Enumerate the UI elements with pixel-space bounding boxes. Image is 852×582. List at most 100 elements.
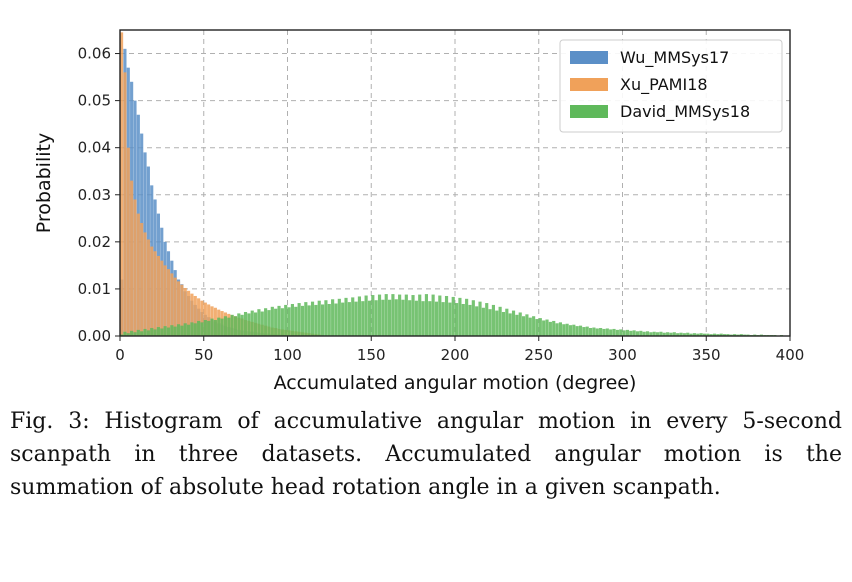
histogram-bar — [404, 294, 408, 336]
histogram-bar — [153, 329, 157, 336]
histogram-bar — [341, 302, 345, 336]
histogram-bar — [176, 281, 181, 336]
histogram-bar — [307, 305, 311, 336]
histogram-bar — [635, 331, 640, 336]
histogram-bar — [351, 297, 355, 336]
histogram-bar — [669, 332, 673, 336]
histogram-bar — [160, 260, 164, 336]
histogram-bar — [344, 297, 348, 336]
histogram-bar — [468, 304, 472, 336]
histogram-bar — [622, 330, 626, 336]
histogram-bar — [347, 302, 351, 336]
histogram-bar — [656, 332, 660, 336]
histogram-bar — [187, 290, 191, 336]
legend-swatch-wu — [570, 51, 608, 64]
histogram-bar — [488, 309, 492, 336]
histogram-bar — [207, 304, 211, 336]
histogram-bar — [662, 332, 666, 336]
y-tick-label: 0.00 — [78, 327, 111, 345]
histogram-bar — [133, 332, 137, 336]
histogram-bar — [558, 322, 562, 336]
histogram-bar — [555, 323, 559, 336]
histogram-bar — [575, 326, 579, 336]
histogram-bar — [595, 328, 599, 336]
figure: 0 50 100 150 200 250 300 350 400 0.00 0.01 0.02 0.03… — [33, 29, 804, 394]
histogram-bar — [300, 305, 305, 336]
histogram-bar — [166, 269, 171, 336]
histogram-bar — [545, 319, 549, 336]
histogram-bar — [233, 316, 238, 336]
histogram-bar — [438, 295, 442, 336]
histogram-bar — [394, 299, 398, 336]
x-tick-label: 0 — [115, 346, 125, 364]
histogram-bar — [542, 320, 546, 336]
histogram-bar — [726, 334, 730, 336]
histogram-bar — [193, 323, 197, 336]
histogram-bar — [197, 320, 201, 336]
histogram-bar — [294, 306, 298, 336]
x-tick-label: 150 — [357, 346, 386, 364]
histogram-bar — [455, 303, 459, 336]
histogram-bar — [243, 311, 248, 336]
histogram-bar — [568, 325, 573, 336]
histogram-bar — [652, 331, 656, 336]
bar-series-1 — [120, 32, 321, 336]
histogram-bar — [709, 334, 713, 336]
histogram-bar — [254, 312, 258, 336]
histogram-bar — [441, 302, 445, 336]
histogram-bar — [719, 333, 723, 336]
histogram-bar — [143, 232, 147, 336]
histogram-bar — [431, 294, 435, 336]
legend-swatch-david — [570, 105, 608, 118]
histogram-bar — [371, 295, 375, 336]
histogram-bar — [619, 329, 623, 336]
histogram-bar — [759, 334, 763, 336]
histogram-bar — [692, 333, 696, 336]
histogram-bar — [331, 299, 335, 336]
histogram-bar — [381, 299, 385, 336]
histogram-bar — [270, 306, 274, 336]
histogram-bar — [267, 310, 271, 336]
histogram-bar — [354, 301, 358, 336]
histogram-bar — [364, 295, 368, 336]
legend-swatch-xu — [570, 78, 608, 91]
histogram-bar — [679, 332, 683, 336]
histogram-bar — [578, 325, 583, 336]
histogram-bar — [746, 334, 750, 336]
histogram-bar — [511, 310, 516, 336]
histogram-bar — [247, 313, 251, 336]
histogram-bar — [163, 265, 167, 336]
histogram-bar — [548, 321, 552, 336]
histogram-bar — [686, 332, 690, 336]
histogram-bar — [133, 199, 137, 336]
histogram-bar — [361, 301, 365, 336]
histogram-bar — [210, 318, 214, 336]
histogram-bar — [645, 331, 650, 336]
histogram-bar — [357, 296, 361, 336]
histogram-bar — [414, 300, 418, 336]
histogram-bar — [290, 303, 294, 336]
histogram-bar — [190, 322, 194, 336]
histogram-bar — [712, 333, 717, 336]
histogram-bar — [126, 333, 130, 336]
histogram-bar — [605, 328, 609, 336]
histogram-bar — [150, 246, 154, 336]
histogram-bar — [183, 287, 187, 336]
histogram-bar — [491, 304, 495, 336]
histogram-bar — [753, 334, 757, 336]
histogram-bar — [173, 277, 177, 336]
histogram-bar — [585, 326, 589, 336]
histogram-bar — [153, 251, 157, 336]
y-tick-label: 0.05 — [78, 92, 111, 110]
y-axis-label: Probability — [33, 133, 55, 233]
histogram-bar — [391, 294, 395, 336]
histogram-bar — [589, 327, 593, 336]
histogram-bar — [130, 180, 134, 336]
histogram-bar — [287, 307, 291, 336]
histogram-bar — [676, 333, 680, 336]
histogram-bar — [565, 323, 569, 336]
bar-series-2 — [120, 294, 790, 336]
histogram-bar — [310, 301, 315, 336]
histogram-bar — [203, 319, 207, 336]
histogram-bar — [187, 324, 191, 336]
